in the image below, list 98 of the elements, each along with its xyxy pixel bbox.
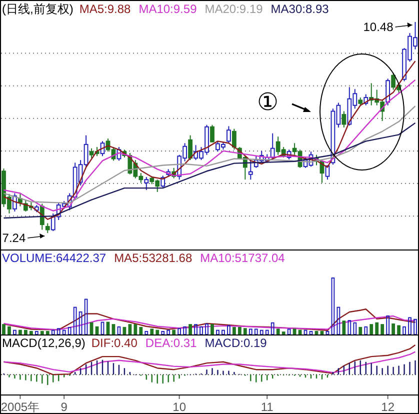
- bar: [304, 330, 308, 335]
- bar: [139, 326, 143, 335]
- x-tick-label: 9: [60, 400, 68, 414]
- bar: [166, 330, 170, 335]
- bar: [183, 326, 187, 335]
- bar: [68, 326, 72, 335]
- candlestick: [386, 78, 390, 106]
- bar: [375, 322, 379, 335]
- series-label: DIF:0.40: [91, 336, 138, 350]
- candlestick: [248, 160, 253, 180]
- text: MA10:51737.04: [200, 251, 286, 265]
- bar: [24, 330, 28, 335]
- candlestick: [210, 124, 214, 143]
- candlestick: [232, 128, 236, 150]
- bar: [194, 324, 198, 335]
- bar: [18, 330, 22, 335]
- bar: [348, 320, 352, 335]
- bar: [287, 328, 291, 335]
- bar: [238, 326, 242, 335]
- series-label: DEA:0.31: [145, 336, 198, 350]
- bar: [364, 326, 368, 335]
- annotation: 10.48: [363, 20, 394, 34]
- bar: [414, 318, 417, 335]
- bar: [370, 324, 374, 335]
- bar: [270, 322, 274, 335]
- bar: [62, 330, 66, 335]
- bar: [172, 330, 176, 335]
- candlestick: [342, 110, 346, 128]
- bar: [2, 324, 6, 335]
- text: MA5:53281.68: [114, 251, 192, 265]
- candlestick: [188, 134, 192, 161]
- bar: [84, 298, 88, 335]
- bar: [386, 315, 390, 335]
- bar: [100, 322, 104, 335]
- bar: [188, 324, 192, 335]
- bar: [205, 324, 208, 335]
- bar: [336, 306, 340, 335]
- bar: [282, 332, 286, 335]
- bar: [161, 330, 165, 335]
- bar: [227, 325, 230, 335]
- bar: [408, 317, 412, 335]
- bar: [254, 328, 258, 335]
- bar: [150, 328, 154, 335]
- bar: [128, 324, 132, 335]
- x-tick-label: 10: [172, 400, 186, 414]
- bar: [243, 328, 247, 335]
- x-tick-label: 2005年: [0, 400, 40, 414]
- bar: [331, 278, 335, 335]
- bar: [309, 330, 313, 335]
- bar: [200, 326, 203, 335]
- candlestick: [144, 176, 149, 191]
- bar: [56, 328, 60, 335]
- bar: [353, 322, 357, 335]
- candlestick: [50, 212, 56, 232]
- bar: [144, 330, 148, 335]
- text: MA30:8.93: [270, 2, 330, 16]
- bar: [260, 330, 264, 335]
- x-tick-label: 11: [260, 400, 274, 414]
- series-label: MACD:0.19: [204, 336, 268, 350]
- x-tick-label: 12: [381, 400, 395, 414]
- bar: [46, 330, 50, 335]
- bar: [178, 328, 182, 335]
- bar: [397, 325, 400, 335]
- bar: [78, 311, 82, 335]
- text: MA5:9.88: [79, 2, 132, 16]
- bar: [156, 330, 160, 335]
- bar: [276, 328, 280, 335]
- bar: [358, 326, 362, 335]
- annotation: ①: [257, 89, 279, 116]
- bar: [73, 306, 77, 335]
- bar: [216, 330, 220, 335]
- candlestick: [226, 126, 231, 144]
- bar: [134, 324, 138, 335]
- bar: [222, 330, 225, 335]
- bar: [265, 330, 269, 335]
- bar: [51, 330, 55, 335]
- candlestick: [270, 132, 275, 160]
- bar: [117, 326, 121, 335]
- text: MA20:9.19: [204, 2, 264, 16]
- bar: [8, 326, 11, 335]
- bar: [326, 330, 330, 335]
- bar: [210, 324, 214, 335]
- bar: [380, 324, 384, 335]
- chart-title: MACD(12,26,9): [2, 336, 86, 350]
- text: MA10:9.59: [138, 2, 198, 16]
- candlestick: [45, 222, 50, 234]
- bar: [342, 320, 346, 335]
- bar: [402, 326, 406, 335]
- bar: [40, 330, 44, 335]
- text: VOLUME:64422.37: [2, 251, 106, 265]
- bar: [248, 328, 252, 335]
- annotation: 7.24: [2, 231, 26, 245]
- bar: [34, 330, 38, 335]
- bar: [13, 330, 16, 335]
- bar: [29, 330, 33, 335]
- bar: [232, 326, 236, 335]
- chart-title: (日线,前复权): [2, 2, 74, 16]
- bar: [392, 324, 396, 335]
